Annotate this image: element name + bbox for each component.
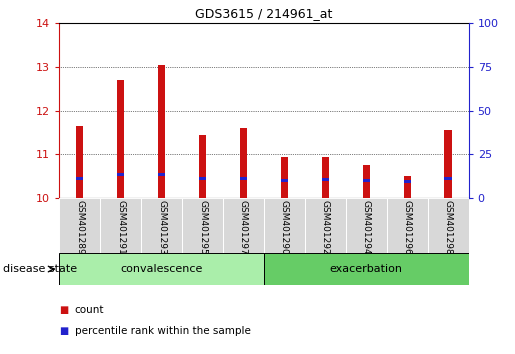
Text: GSM401290: GSM401290 <box>280 200 289 255</box>
Title: GDS3615 / 214961_at: GDS3615 / 214961_at <box>195 7 333 21</box>
Bar <box>363 179 370 182</box>
Bar <box>281 179 288 182</box>
Bar <box>427 198 469 253</box>
Bar <box>281 156 288 198</box>
Bar <box>76 177 83 180</box>
Bar <box>240 128 247 198</box>
Text: GSM401292: GSM401292 <box>321 200 330 255</box>
Text: ■: ■ <box>59 326 68 336</box>
Bar <box>141 198 182 253</box>
Bar <box>76 126 83 198</box>
Text: GSM401298: GSM401298 <box>444 200 453 255</box>
Bar <box>322 178 329 181</box>
Text: count: count <box>75 305 104 315</box>
Bar <box>387 198 427 253</box>
Text: exacerbation: exacerbation <box>330 264 403 274</box>
Bar <box>59 253 264 285</box>
Bar <box>117 80 124 198</box>
Text: GSM401289: GSM401289 <box>75 200 84 255</box>
Text: GSM401293: GSM401293 <box>157 200 166 255</box>
Text: disease state: disease state <box>3 264 77 274</box>
Bar <box>117 173 124 176</box>
Bar <box>404 180 411 183</box>
Bar <box>240 177 247 180</box>
Text: convalescence: convalescence <box>121 264 203 274</box>
Bar <box>444 130 452 198</box>
Bar <box>223 198 264 253</box>
Text: ■: ■ <box>59 305 68 315</box>
Bar <box>158 173 165 176</box>
Bar <box>158 65 165 198</box>
Bar <box>199 177 206 180</box>
Text: percentile rank within the sample: percentile rank within the sample <box>75 326 251 336</box>
Bar <box>444 177 452 180</box>
Bar <box>346 198 387 253</box>
Bar <box>363 165 370 198</box>
Bar <box>199 135 206 198</box>
Bar <box>59 198 100 253</box>
Bar <box>264 198 305 253</box>
Bar <box>264 253 469 285</box>
Bar <box>322 156 329 198</box>
Bar <box>404 176 411 198</box>
Text: GSM401291: GSM401291 <box>116 200 125 255</box>
Bar <box>182 198 223 253</box>
Text: GSM401296: GSM401296 <box>403 200 411 255</box>
Bar <box>100 198 141 253</box>
Text: GSM401295: GSM401295 <box>198 200 207 255</box>
Text: GSM401294: GSM401294 <box>362 200 371 255</box>
Bar <box>305 198 346 253</box>
Text: GSM401297: GSM401297 <box>239 200 248 255</box>
